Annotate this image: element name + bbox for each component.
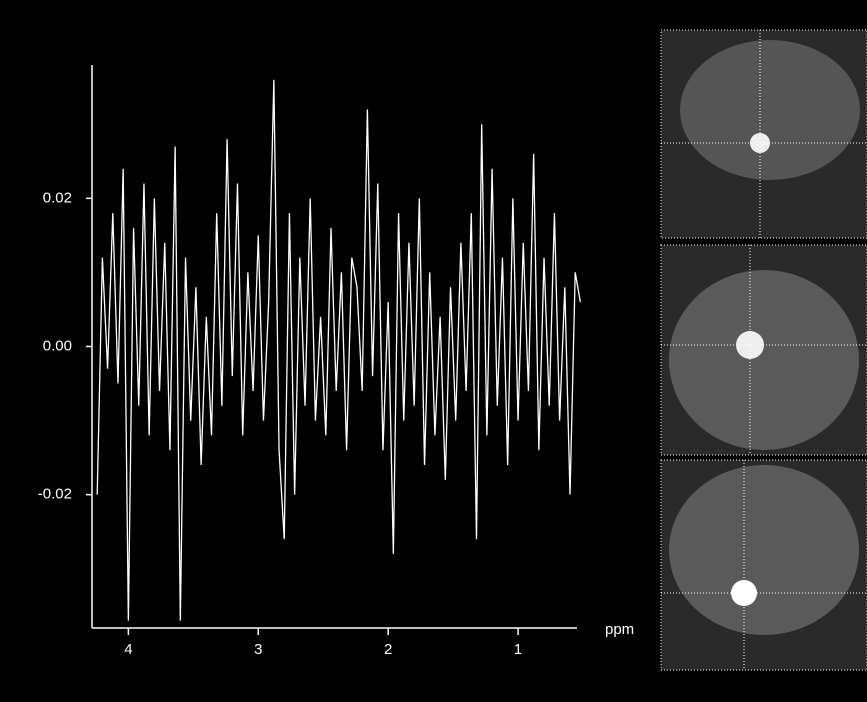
- mri-tissue: [669, 270, 859, 450]
- x-tick-label: 3: [254, 641, 262, 658]
- x-tick-label: 2: [384, 641, 392, 658]
- x-tick-label: 4: [124, 641, 132, 658]
- y-tick-label: 0.00: [43, 337, 72, 354]
- y-tick-label: 0.02: [43, 189, 72, 206]
- x-axis-label: ppm: [605, 621, 634, 638]
- x-tick-label: 1: [514, 641, 522, 658]
- mri-tissue: [680, 40, 860, 180]
- chart: ppm -0.02 0.00 0.02 4 3 2 1: [0, 0, 867, 702]
- y-tick-label: -0.02: [38, 486, 72, 503]
- page: ppm -0.020.000.024321 (() => { const dat…: [0, 0, 867, 702]
- mri-tissue: [669, 465, 859, 635]
- mri-panels: [661, 30, 867, 670]
